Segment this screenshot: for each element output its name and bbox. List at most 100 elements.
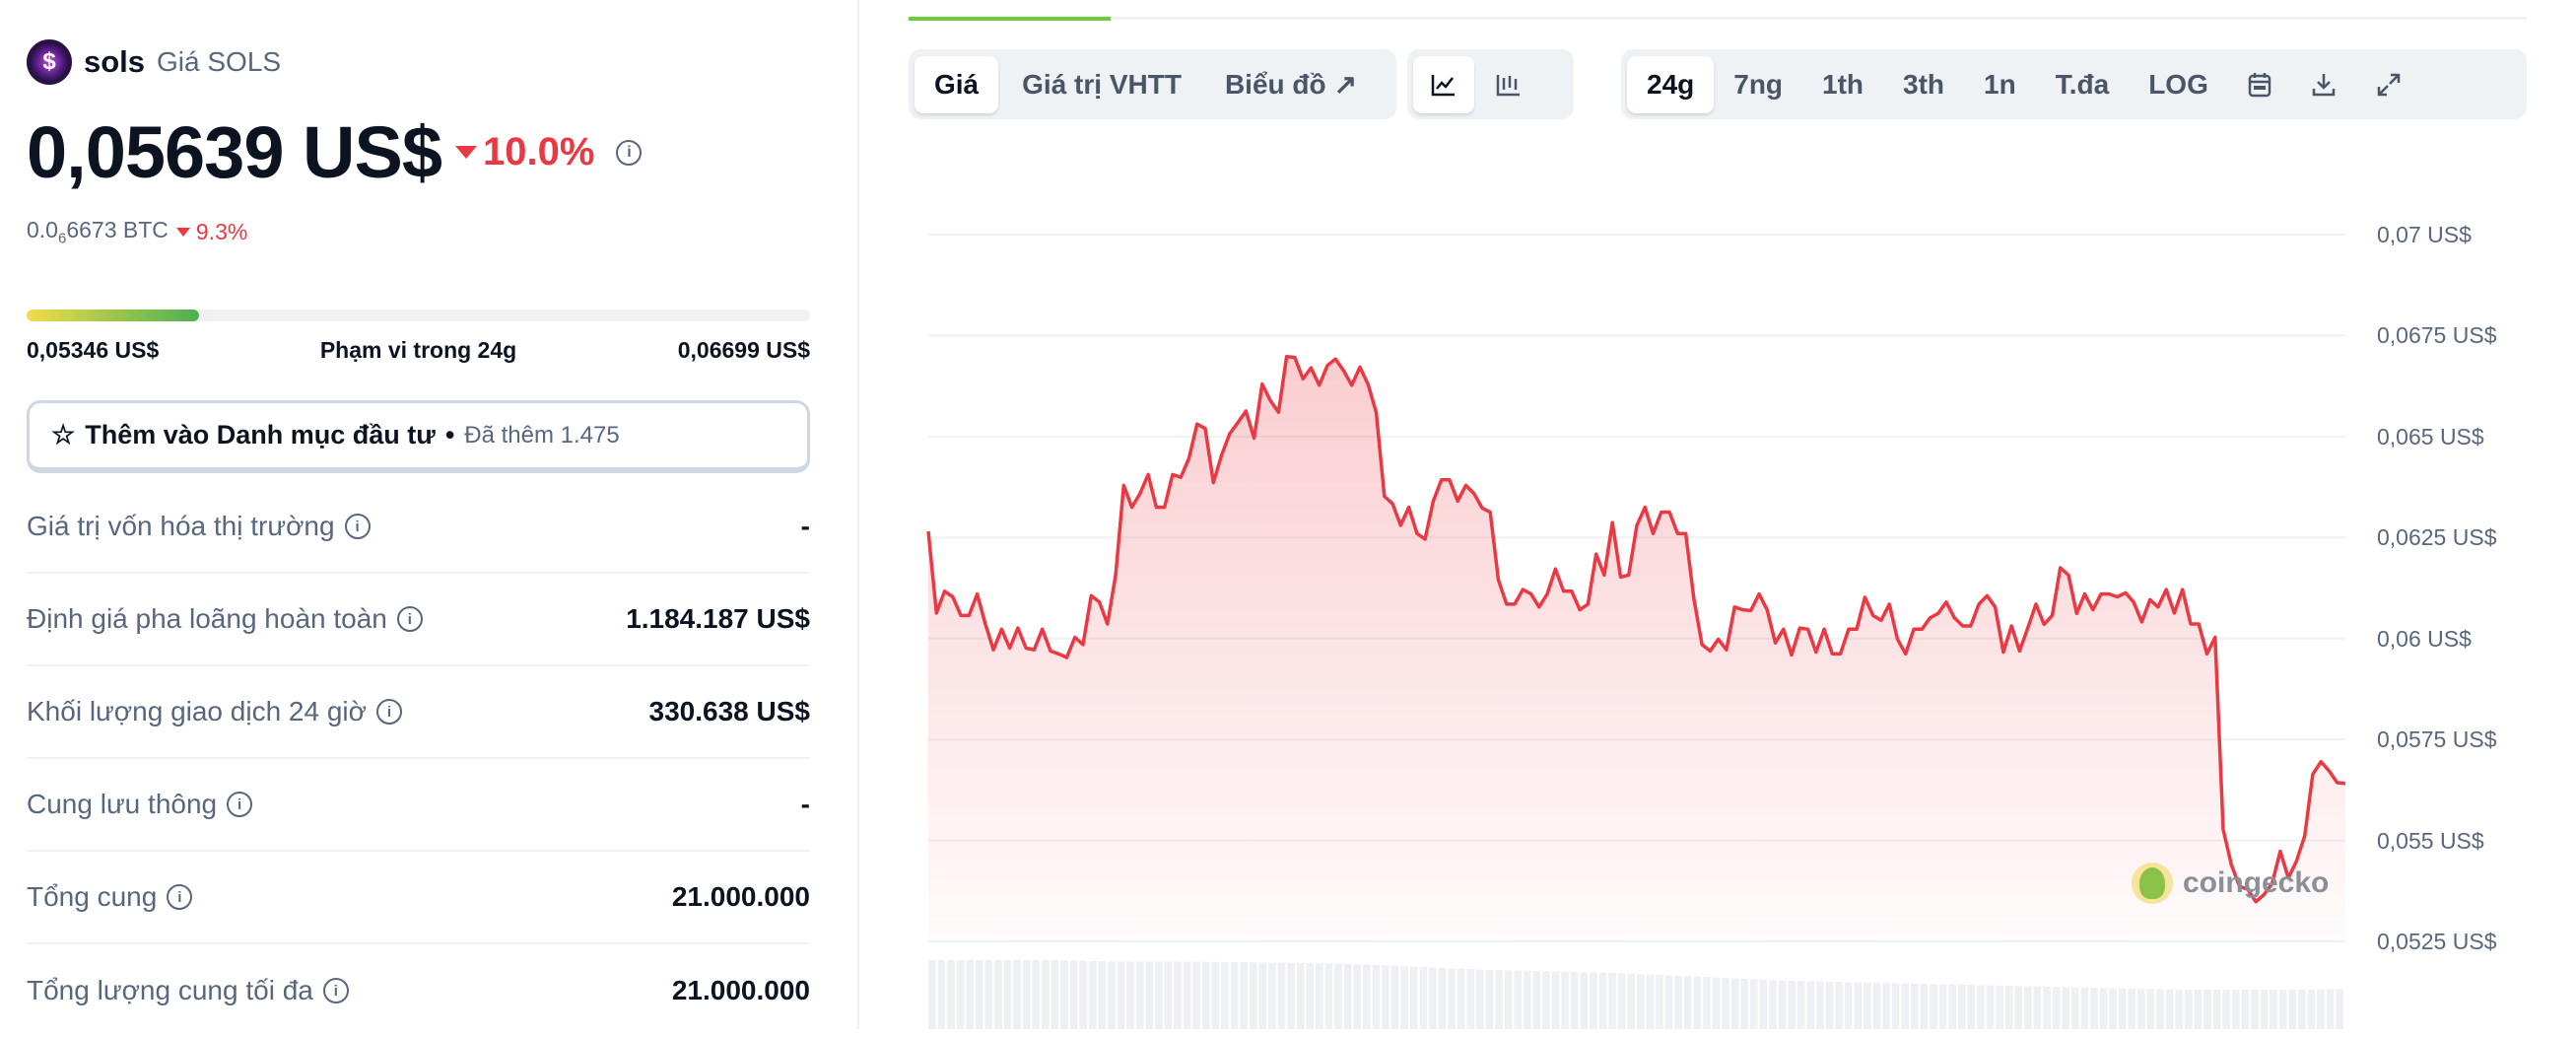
tab-price[interactable]: Giá	[915, 55, 999, 113]
volume-bar	[975, 960, 983, 1029]
volume-bar	[2165, 989, 2174, 1029]
volume-bar	[1438, 967, 1447, 1029]
volume-bar	[1164, 961, 1173, 1029]
volume-bar	[1683, 976, 1692, 1029]
volume-bar	[1967, 985, 1976, 1029]
coin-logo: $	[27, 39, 72, 85]
y-tick-label: 0,07 US$	[2377, 222, 2472, 247]
stat-value: 21.000.000	[671, 881, 810, 912]
range-1y[interactable]: 1n	[1984, 68, 2016, 100]
candlestick-icon[interactable]	[1478, 56, 1539, 113]
range-bar	[27, 310, 810, 321]
line-chart-icon[interactable]	[1413, 55, 1474, 113]
volume-bar	[1769, 980, 1777, 1029]
range-high: 0,06699 US$	[677, 337, 810, 363]
volume-bar	[2278, 990, 2287, 1029]
watermark-text: coingecko	[2183, 866, 2330, 899]
volume-bar	[1457, 968, 1465, 1029]
range-7d[interactable]: 7ng	[1733, 68, 1784, 100]
info-icon[interactable]: i	[396, 606, 423, 632]
add-to-portfolio-button[interactable]: ☆ Thêm vào Danh mục đầu tư • Đã thêm 1.4…	[27, 400, 810, 473]
info-icon[interactable]: i	[167, 884, 193, 910]
stat-label-text: Tổng lượng cung tối đa	[27, 975, 313, 1005]
info-icon[interactable]: i	[322, 978, 349, 1003]
volume-bar	[1126, 961, 1134, 1029]
info-icon[interactable]: i	[376, 699, 403, 725]
range-1m[interactable]: 1th	[1822, 68, 1864, 100]
volume-bar	[1570, 971, 1579, 1029]
volume-bar	[947, 960, 955, 1029]
stat-row: Cung lưu thông i -	[27, 759, 810, 852]
volume-bar	[1277, 962, 1286, 1029]
panel-divider	[857, 0, 859, 1029]
volume-bar	[1249, 962, 1257, 1029]
volume-bar	[1930, 984, 1937, 1029]
volume-bar	[984, 960, 993, 1029]
volume-bar	[1523, 970, 1531, 1029]
volume-bar	[2194, 989, 2203, 1029]
volume-bar	[1003, 960, 1012, 1029]
volume-bar	[2185, 989, 2193, 1029]
info-icon[interactable]: i	[227, 792, 253, 817]
volume-bar	[1957, 984, 1966, 1029]
range-3m[interactable]: 3th	[1903, 68, 1945, 100]
stat-value: -	[800, 511, 810, 541]
tab-chart-link[interactable]: Biểu đồ ↗	[1205, 56, 1377, 113]
expand-icon[interactable]	[2356, 56, 2421, 113]
range-24h[interactable]: 24g	[1627, 55, 1715, 113]
add-to-portfolio-label: Thêm vào Danh mục đầu tư	[85, 420, 436, 449]
volume-bar	[1674, 975, 1682, 1029]
btc-value: 0.066673 BTC	[27, 217, 169, 247]
volume-bar	[1948, 984, 1956, 1029]
volume-bar	[1372, 964, 1381, 1029]
volume-bar	[2052, 987, 2061, 1029]
stat-row: Giá trị vốn hóa thị trường i -	[27, 481, 810, 574]
y-tick-label: 0,0525 US$	[2377, 929, 2497, 954]
volume-bar	[2128, 988, 2136, 1029]
volume-bar	[1362, 964, 1371, 1029]
tab-market-cap[interactable]: Giá trị VHTT	[1022, 68, 1182, 100]
volume-bar	[1429, 967, 1437, 1029]
volume-bar	[2231, 990, 2240, 1029]
info-icon[interactable]: i	[344, 514, 371, 539]
volume-bar	[2004, 986, 2013, 1029]
info-icon[interactable]: i	[616, 139, 643, 166]
coin-name: sols	[84, 44, 146, 79]
log-toggle[interactable]: LOG	[2148, 68, 2208, 100]
volume-bar	[1996, 985, 2003, 1029]
volume-bar	[1693, 976, 1702, 1029]
volume-bar	[1098, 961, 1107, 1029]
volume-bar	[1013, 960, 1021, 1029]
range-max[interactable]: T.đa	[2055, 68, 2110, 100]
volume-bar	[1334, 963, 1342, 1029]
volume-bar	[2090, 987, 2098, 1029]
separator-dot: •	[444, 420, 455, 449]
volume-bar	[937, 960, 946, 1029]
chart-tab-group: Giá Giá trị VHTT Biểu đồ ↗	[909, 49, 1396, 119]
volume-bar	[1409, 966, 1418, 1029]
volume-bar	[1920, 984, 1929, 1029]
volume-bar	[1495, 970, 1503, 1029]
volume-bar	[1637, 974, 1645, 1029]
volume-bar	[1788, 981, 1796, 1029]
volume-bar	[1117, 961, 1125, 1029]
stat-label-text: Định giá pha loãng hoàn toàn	[27, 603, 387, 634]
stat-label: Cung lưu thông i	[27, 789, 253, 820]
volume-bar	[1844, 982, 1853, 1029]
volume-bar	[1646, 974, 1655, 1029]
volume-bar	[1476, 969, 1484, 1029]
volume-bar	[2251, 990, 2259, 1029]
volume-bar	[1864, 982, 1871, 1029]
stat-row: Định giá pha loãng hoàn toàn i 1.184.187 U…	[27, 574, 810, 666]
volume-bar	[1712, 977, 1721, 1029]
y-tick-label: 0,06 US$	[2377, 625, 2472, 652]
download-icon[interactable]	[2291, 56, 2356, 113]
volume-bar	[1656, 975, 1663, 1029]
volume-bar	[1740, 978, 1749, 1029]
y-tick-label: 0,055 US$	[2377, 827, 2484, 854]
btc-price: 0.066673 BTC 9.3%	[27, 217, 247, 247]
calendar-icon[interactable]	[2228, 56, 2291, 113]
volume-bar	[2109, 988, 2117, 1029]
gecko-logo-icon	[2132, 863, 2173, 904]
